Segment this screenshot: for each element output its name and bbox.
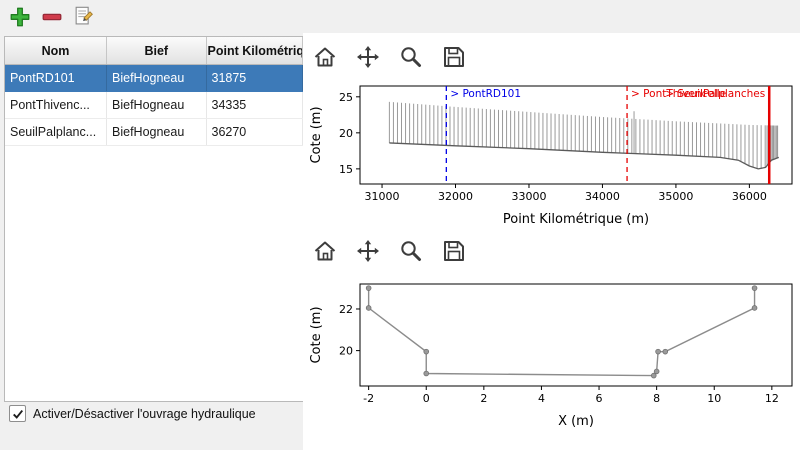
zoom-button[interactable] bbox=[396, 236, 426, 266]
home-icon bbox=[314, 241, 336, 261]
svg-text:32000: 32000 bbox=[438, 190, 473, 203]
profile-chart-canvas[interactable]: 31000 32000 33000 34000 35000 36000 15 20 25 Poin… bbox=[306, 78, 798, 230]
edit-icon bbox=[75, 6, 93, 25]
table-row[interactable]: PontRD101 BiefHogneau 31875 bbox=[5, 64, 303, 92]
save-button[interactable] bbox=[439, 42, 469, 72]
edit-ouvrage-button[interactable] bbox=[70, 3, 98, 31]
ouvrages-table: Nom Bief Point Kilométrique PontRD101Bie… bbox=[5, 37, 303, 146]
svg-text:25: 25 bbox=[339, 91, 353, 104]
table-cell[interactable]: BiefHogneau bbox=[106, 91, 207, 119]
activer-checkbox[interactable] bbox=[9, 405, 26, 422]
activer-checkbox-label: Activer/Désactiver l'ouvrage hydraulique bbox=[33, 406, 256, 421]
column-header-point-kilometrique[interactable]: Point Kilométrique bbox=[206, 37, 303, 65]
svg-text:8: 8 bbox=[653, 392, 660, 405]
zoom-icon bbox=[401, 47, 421, 67]
svg-text:33000: 33000 bbox=[511, 190, 546, 203]
svg-text:0: 0 bbox=[423, 392, 430, 405]
save-icon bbox=[444, 241, 464, 261]
svg-text:2: 2 bbox=[480, 392, 487, 405]
svg-text:Cote (m): Cote (m) bbox=[309, 106, 324, 163]
svg-text:20: 20 bbox=[339, 127, 353, 140]
remove-ouvrage-button[interactable] bbox=[38, 3, 66, 31]
svg-text:12: 12 bbox=[765, 392, 779, 405]
pan-button[interactable] bbox=[353, 42, 383, 72]
table-cell[interactable]: PontRD101 bbox=[5, 64, 107, 92]
table-row[interactable]: SeuilPalplanc... BiefHogneau 36270 bbox=[5, 118, 303, 146]
svg-text:> PontRD101: > PontRD101 bbox=[450, 88, 521, 100]
svg-text:4: 4 bbox=[538, 392, 545, 405]
add-icon bbox=[10, 7, 30, 27]
svg-text:Point Kilométrique (m): Point Kilométrique (m) bbox=[503, 212, 649, 227]
ouvrages-table-panel: Nom Bief Point Kilométrique PontRD101Bie… bbox=[4, 36, 304, 402]
table-row[interactable]: PontThivenc... BiefHogneau 34335 bbox=[5, 91, 303, 119]
svg-text:6: 6 bbox=[596, 392, 603, 405]
section-plot-toolbar bbox=[310, 236, 469, 266]
add-ouvrage-button[interactable] bbox=[6, 3, 34, 31]
table-cell[interactable]: BiefHogneau bbox=[106, 118, 207, 146]
table-cell[interactable]: 31875 bbox=[206, 64, 303, 92]
zoom-button[interactable] bbox=[396, 42, 426, 72]
ouvrages-table-body: PontRD101 BiefHogneau 31875 PontThivenc... B… bbox=[5, 64, 303, 146]
remove-icon bbox=[42, 13, 62, 21]
pan-icon bbox=[357, 46, 379, 68]
svg-text:10: 10 bbox=[707, 392, 721, 405]
save-button[interactable] bbox=[439, 236, 469, 266]
home-icon bbox=[314, 47, 336, 67]
svg-text:-2: -2 bbox=[363, 392, 374, 405]
home-button[interactable] bbox=[310, 236, 340, 266]
home-button[interactable] bbox=[310, 42, 340, 72]
svg-text:36000: 36000 bbox=[732, 190, 767, 203]
svg-text:> SeuilPalplanches: > SeuilPalplanches bbox=[665, 88, 765, 100]
activer-ouvrage-row[interactable]: Activer/Désactiver l'ouvrage hydraulique bbox=[9, 405, 256, 422]
svg-text:22: 22 bbox=[339, 303, 353, 316]
pan-button[interactable] bbox=[353, 236, 383, 266]
svg-text:31000: 31000 bbox=[365, 190, 400, 203]
plots-panel: 31000 32000 33000 34000 35000 36000 15 20 25 Poin… bbox=[303, 33, 800, 450]
save-icon bbox=[444, 47, 464, 67]
svg-text:15: 15 bbox=[339, 163, 353, 176]
svg-text:35000: 35000 bbox=[658, 190, 693, 203]
table-cell[interactable]: BiefHogneau bbox=[106, 64, 207, 92]
check-icon bbox=[12, 409, 23, 419]
svg-text:34000: 34000 bbox=[585, 190, 620, 203]
profile-plot-toolbar bbox=[310, 42, 469, 72]
table-cell[interactable]: PontThivenc... bbox=[5, 91, 107, 119]
column-header-nom[interactable]: Nom bbox=[5, 37, 107, 65]
svg-text:> PontThivencelle: > PontThivencelle bbox=[631, 88, 726, 100]
svg-text:Cote (m): Cote (m) bbox=[309, 306, 324, 363]
column-header-bief[interactable]: Bief bbox=[106, 37, 207, 65]
zoom-icon bbox=[401, 241, 421, 261]
svg-text:X (m): X (m) bbox=[558, 414, 594, 429]
svg-text:20: 20 bbox=[339, 345, 353, 358]
pan-icon bbox=[357, 240, 379, 262]
section-chart-canvas[interactable]: -2 0 2 4 6 8 10 12 20 22 X (m) Cote (m) bbox=[306, 270, 798, 432]
table-cell[interactable]: SeuilPalplanc... bbox=[5, 118, 107, 146]
table-cell[interactable]: 34335 bbox=[206, 91, 303, 119]
table-cell[interactable]: 36270 bbox=[206, 118, 303, 146]
